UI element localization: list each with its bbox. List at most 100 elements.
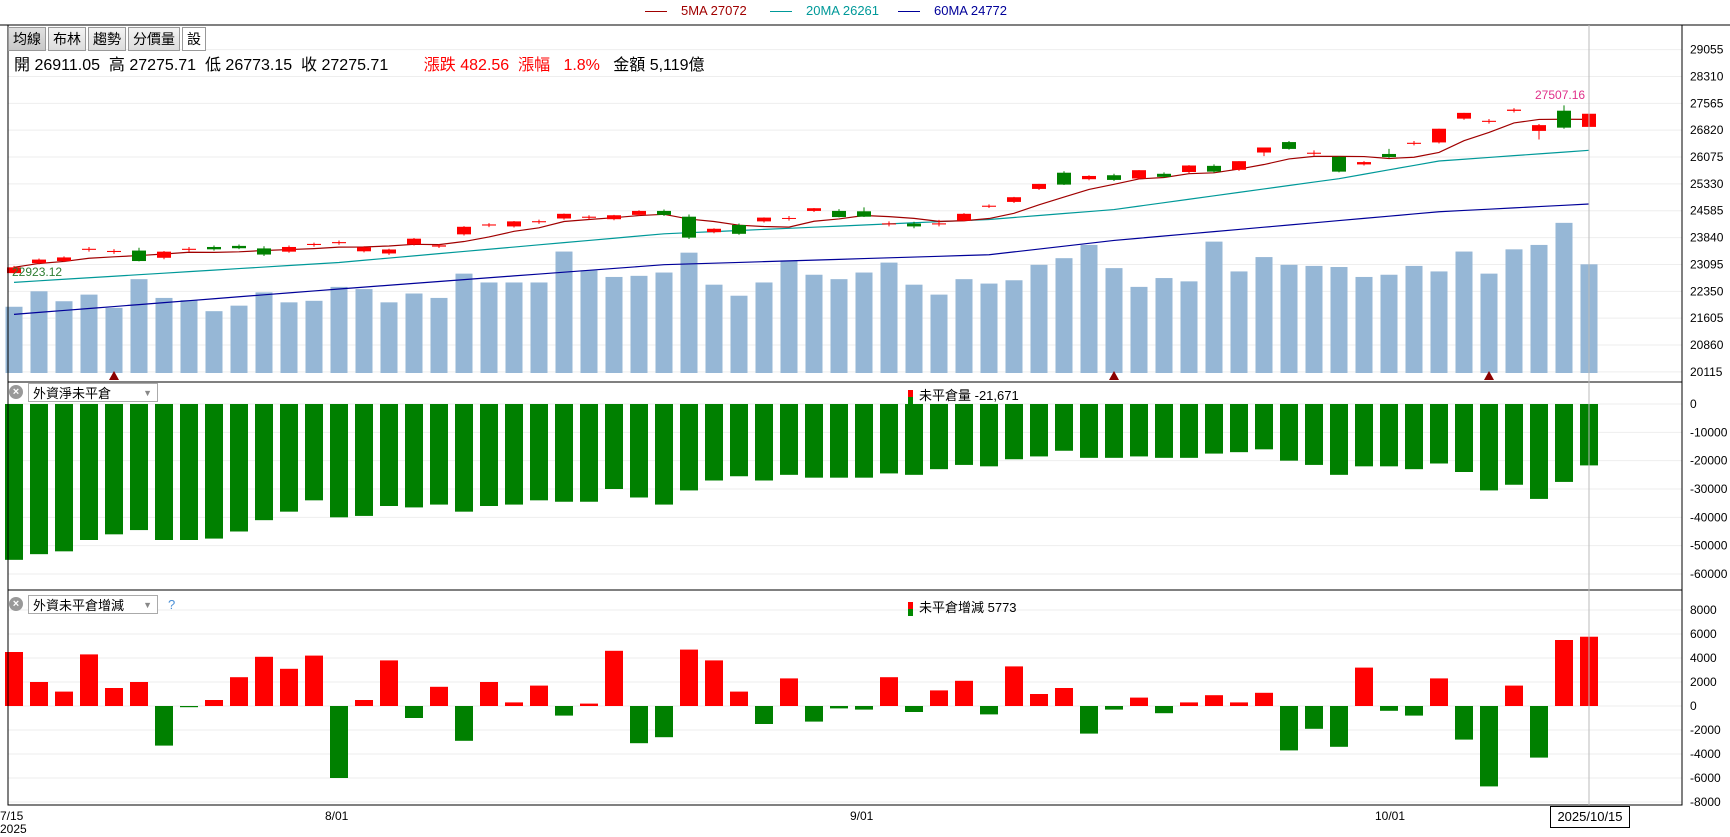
panel3-indicator-select[interactable]: 外資未平倉增減 ▼ bbox=[28, 595, 158, 614]
volume-bar bbox=[980, 283, 998, 373]
y-tick-label: 26075 bbox=[1690, 150, 1724, 164]
open-interest-bar bbox=[855, 404, 873, 478]
oi-change-bar bbox=[680, 649, 698, 706]
open-interest-bar bbox=[805, 404, 823, 478]
oi-change-bar bbox=[1555, 640, 1573, 706]
open-interest-bar bbox=[1355, 404, 1373, 467]
volume-bar bbox=[455, 273, 473, 373]
volume-bar bbox=[355, 289, 373, 373]
open-interest-bar bbox=[1080, 404, 1098, 458]
candle-body bbox=[1557, 110, 1571, 128]
candle-body bbox=[907, 223, 921, 227]
trend-button[interactable]: 趨勢 bbox=[88, 27, 126, 51]
open-interest-bar bbox=[1405, 404, 1423, 470]
open-interest-bar bbox=[180, 404, 198, 540]
oi-change-bar bbox=[355, 700, 373, 706]
y-tick-label: 0 bbox=[1690, 397, 1697, 411]
oi-change-bar bbox=[1455, 706, 1473, 740]
panel2-indicator-select[interactable]: 外資淨未平倉 ▼ bbox=[28, 383, 158, 402]
oi-change-bar bbox=[105, 688, 123, 706]
volume-bar bbox=[255, 292, 273, 373]
bollinger-button[interactable]: 布林 bbox=[48, 27, 86, 51]
open-interest-bar bbox=[680, 404, 698, 491]
signal-marker-icon bbox=[1109, 371, 1119, 380]
oi-change-bar bbox=[1130, 697, 1148, 706]
candle-body bbox=[507, 221, 521, 227]
oi-change-bar bbox=[405, 706, 423, 718]
candle-body bbox=[557, 213, 571, 219]
open-interest-bar bbox=[1505, 404, 1523, 485]
open-interest-bar bbox=[755, 404, 773, 481]
volume-bar bbox=[605, 276, 623, 373]
help-icon[interactable]: ? bbox=[168, 597, 176, 612]
legend-5ma-label: 5MA 27072 bbox=[681, 3, 747, 18]
volume-bar bbox=[1405, 265, 1423, 373]
volume-bar bbox=[705, 284, 723, 373]
amount-value: 金額 5,119億 bbox=[613, 57, 705, 74]
oi-change-bar bbox=[280, 668, 298, 706]
candle-body bbox=[857, 211, 871, 217]
volume-bar bbox=[80, 294, 98, 373]
low-annotation: 22923.12 bbox=[12, 265, 63, 279]
volume-bar bbox=[905, 284, 923, 373]
y-tick-label: 0 bbox=[1690, 699, 1697, 713]
open-interest-bar bbox=[1555, 404, 1573, 482]
open-interest-bar bbox=[1105, 404, 1123, 458]
oi-change-bar bbox=[1255, 692, 1273, 706]
y-tick-label: 26820 bbox=[1690, 123, 1724, 137]
candle-body bbox=[582, 216, 596, 218]
candle-body bbox=[182, 248, 196, 250]
volume-profile-button[interactable]: 分價量 bbox=[128, 27, 180, 51]
high-annotation: 27507.16 bbox=[1535, 88, 1586, 102]
open-interest-bar bbox=[480, 404, 498, 506]
candle-body bbox=[132, 250, 146, 262]
candle-body bbox=[1507, 109, 1521, 111]
candle-body bbox=[232, 245, 246, 249]
candle-body bbox=[957, 213, 971, 221]
volume-bar bbox=[855, 272, 873, 373]
y-tick-label: 20115 bbox=[1690, 365, 1723, 379]
candle-body bbox=[657, 210, 671, 215]
oi-change-bar bbox=[1230, 702, 1248, 706]
oi-change-bar bbox=[430, 686, 448, 706]
oi-change-bar bbox=[380, 660, 398, 706]
open-interest-bar bbox=[205, 404, 223, 539]
ma60-line bbox=[13, 203, 1590, 315]
settings-button[interactable]: 設 bbox=[182, 27, 206, 51]
oi-change-bar bbox=[805, 706, 823, 722]
volume-bar bbox=[1230, 271, 1248, 373]
open-interest-bar bbox=[1180, 404, 1198, 458]
close-panel2-icon[interactable]: × bbox=[9, 385, 23, 399]
volume-bar bbox=[205, 311, 223, 373]
volume-bar bbox=[1030, 264, 1048, 373]
candle-body bbox=[1532, 125, 1546, 131]
candle-body bbox=[757, 217, 771, 222]
open-interest-bar bbox=[80, 404, 98, 540]
y-tick-label: -40000 bbox=[1690, 510, 1728, 524]
open-interest-bar bbox=[530, 404, 548, 501]
oi-change-bar bbox=[1480, 706, 1498, 787]
close-panel3-icon[interactable]: × bbox=[9, 597, 23, 611]
oi-change-bar bbox=[555, 706, 573, 716]
y-tick-label: 2000 bbox=[1690, 675, 1717, 689]
volume-bar bbox=[1305, 265, 1323, 373]
open-interest-bar bbox=[230, 404, 248, 532]
candle-body bbox=[457, 226, 471, 235]
chevron-down-icon: ▼ bbox=[143, 388, 152, 398]
candle-body bbox=[532, 221, 546, 223]
candle-body bbox=[57, 257, 71, 262]
oi-change-bar bbox=[205, 700, 223, 706]
volume-bar bbox=[1480, 273, 1498, 373]
open-interest-bar bbox=[905, 404, 923, 475]
y-tick-label: 21605 bbox=[1690, 311, 1724, 325]
volume-bar bbox=[1130, 286, 1148, 373]
open-interest-bar bbox=[1330, 404, 1348, 475]
ma20-line-swatch bbox=[770, 11, 792, 13]
candle-body bbox=[832, 210, 846, 218]
candle-body bbox=[932, 223, 946, 225]
ma-button[interactable]: 均線 bbox=[8, 27, 46, 51]
volume-bar bbox=[1080, 244, 1098, 373]
ma5-line-swatch bbox=[645, 11, 667, 13]
